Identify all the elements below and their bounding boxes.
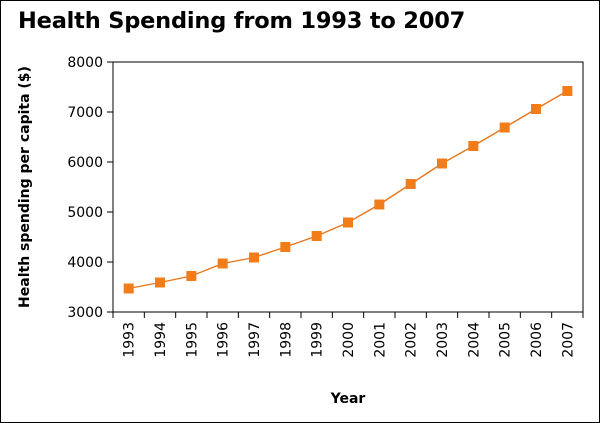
y-ticks: 3000 4000 5000 6000 7000 8000 xyxy=(67,55,113,321)
data-point-marker xyxy=(343,217,353,228)
x-tick-label: 2004 xyxy=(466,322,482,358)
data-point-marker xyxy=(217,258,228,269)
x-ticks: 1993 1994 1995 1996 1997 1998 1999 2000 2001 2002… xyxy=(112,312,584,358)
x-tick-label: 1998 xyxy=(278,322,294,358)
data-point-marker xyxy=(280,242,291,252)
data-point-marker xyxy=(155,277,165,288)
x-tick-label: 2005 xyxy=(498,322,514,358)
series xyxy=(123,86,573,294)
x-tick-label: 1997 xyxy=(247,322,263,358)
data-point-marker xyxy=(311,231,322,241)
y-tick-label: 6000 xyxy=(67,155,103,171)
data-point-marker xyxy=(531,104,541,114)
chart-title: Health Spending from 1993 to 2007 xyxy=(18,8,466,34)
y-tick-label: 7000 xyxy=(67,105,103,121)
x-tick-label: 2002 xyxy=(404,322,420,358)
data-point-marker xyxy=(405,179,416,189)
x-tick-label: 2003 xyxy=(435,322,451,358)
y-tick-label: 5000 xyxy=(67,205,103,221)
data-point-marker xyxy=(123,283,134,294)
plot-border xyxy=(112,61,584,313)
data-point-marker xyxy=(186,271,197,281)
y-tick-label: 4000 xyxy=(67,255,103,271)
data-point-marker xyxy=(249,252,259,263)
x-tick-label: 1993 xyxy=(122,322,138,358)
x-tick-label: 1994 xyxy=(153,322,169,358)
x-axis-title: Year xyxy=(330,391,366,407)
data-point-marker xyxy=(562,86,573,96)
x-tick-label: 2007 xyxy=(560,322,576,358)
data-point-marker xyxy=(499,122,510,133)
y-tick-label: 3000 xyxy=(67,305,103,321)
x-tick-label: 1996 xyxy=(216,322,232,358)
x-tick-label: 1995 xyxy=(184,322,200,358)
axes xyxy=(112,61,584,313)
data-point-marker xyxy=(437,158,447,169)
data-point-marker xyxy=(468,141,479,151)
y-tick-label: 8000 xyxy=(67,55,103,71)
x-tick-label: 2006 xyxy=(529,322,545,358)
series-line xyxy=(128,90,568,290)
x-tick-label: 2001 xyxy=(372,322,388,358)
y-axis-title: Health spending per capita ($) xyxy=(17,66,33,308)
x-tick-label: 1999 xyxy=(310,322,326,358)
data-point-marker xyxy=(374,199,385,210)
x-tick-label: 2000 xyxy=(341,322,357,358)
